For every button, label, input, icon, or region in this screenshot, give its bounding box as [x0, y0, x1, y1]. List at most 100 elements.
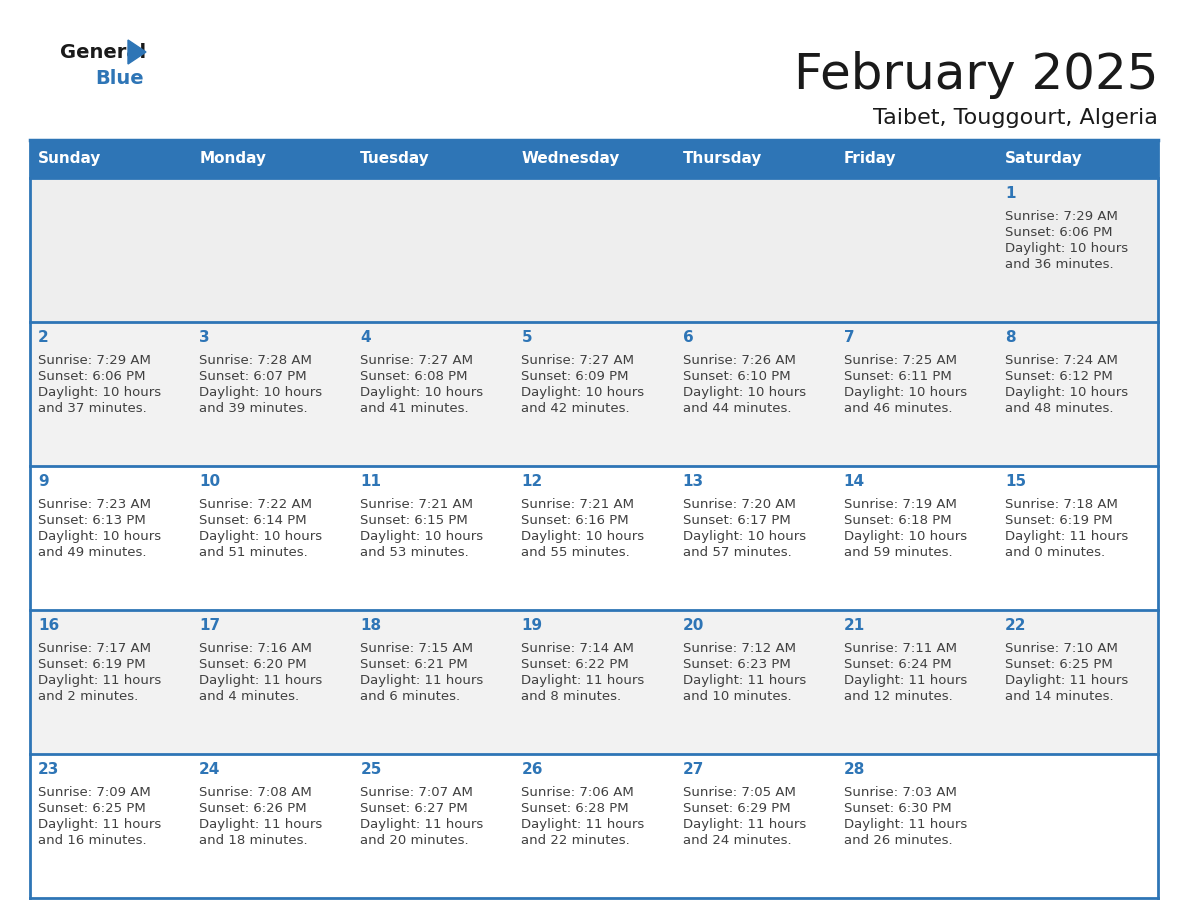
Text: Sunset: 6:12 PM: Sunset: 6:12 PM	[1005, 370, 1113, 383]
Text: Monday: Monday	[200, 151, 266, 166]
Text: 2: 2	[38, 330, 49, 345]
Text: and 6 minutes.: and 6 minutes.	[360, 690, 461, 703]
Text: Sunrise: 7:23 AM: Sunrise: 7:23 AM	[38, 498, 151, 511]
Bar	[513, 610, 675, 754]
Bar	[513, 178, 675, 322]
Text: February 2025: February 2025	[794, 51, 1158, 99]
Bar	[191, 754, 353, 898]
Text: Sunrise: 7:16 AM: Sunrise: 7:16 AM	[200, 642, 312, 655]
Text: Sunset: 6:23 PM: Sunset: 6:23 PM	[683, 658, 790, 671]
Text: Sunrise: 7:27 AM: Sunrise: 7:27 AM	[522, 354, 634, 367]
Bar	[30, 178, 191, 322]
Text: 24: 24	[200, 763, 221, 778]
Text: Sunset: 6:26 PM: Sunset: 6:26 PM	[200, 802, 307, 815]
Text: and 46 minutes.: and 46 minutes.	[843, 402, 953, 415]
Text: and 51 minutes.: and 51 minutes.	[200, 546, 308, 559]
Bar	[353, 322, 513, 466]
Text: Sunset: 6:30 PM: Sunset: 6:30 PM	[843, 802, 952, 815]
Bar	[997, 322, 1158, 466]
Text: and 2 minutes.: and 2 minutes.	[38, 690, 138, 703]
Text: Sunset: 6:25 PM: Sunset: 6:25 PM	[38, 802, 146, 815]
Text: Daylight: 11 hours: Daylight: 11 hours	[522, 818, 645, 831]
Text: and 8 minutes.: and 8 minutes.	[522, 690, 621, 703]
Text: Sunday: Sunday	[38, 151, 101, 166]
Text: and 20 minutes.: and 20 minutes.	[360, 834, 469, 847]
Text: Sunrise: 7:27 AM: Sunrise: 7:27 AM	[360, 354, 473, 367]
Bar	[835, 322, 997, 466]
Text: Sunset: 6:24 PM: Sunset: 6:24 PM	[843, 658, 952, 671]
Text: Sunset: 6:27 PM: Sunset: 6:27 PM	[360, 802, 468, 815]
Text: Daylight: 10 hours: Daylight: 10 hours	[200, 386, 322, 399]
Text: Sunrise: 7:24 AM: Sunrise: 7:24 AM	[1005, 354, 1118, 367]
Text: 19: 19	[522, 619, 543, 633]
Text: Daylight: 10 hours: Daylight: 10 hours	[843, 386, 967, 399]
Text: and 49 minutes.: and 49 minutes.	[38, 546, 146, 559]
Text: and 0 minutes.: and 0 minutes.	[1005, 546, 1105, 559]
Text: 6: 6	[683, 330, 694, 345]
Bar	[835, 178, 997, 322]
Text: Friday: Friday	[843, 151, 897, 166]
Text: Sunrise: 7:15 AM: Sunrise: 7:15 AM	[360, 642, 473, 655]
Text: Daylight: 10 hours: Daylight: 10 hours	[683, 386, 805, 399]
Text: Wednesday: Wednesday	[522, 151, 620, 166]
Text: Sunrise: 7:29 AM: Sunrise: 7:29 AM	[38, 354, 151, 367]
Text: 25: 25	[360, 763, 381, 778]
Text: Sunset: 6:11 PM: Sunset: 6:11 PM	[843, 370, 952, 383]
Text: 3: 3	[200, 330, 210, 345]
Bar	[30, 140, 1158, 178]
Text: Sunset: 6:09 PM: Sunset: 6:09 PM	[522, 370, 628, 383]
Text: Sunrise: 7:29 AM: Sunrise: 7:29 AM	[1005, 210, 1118, 223]
Bar	[191, 178, 353, 322]
Text: Daylight: 10 hours: Daylight: 10 hours	[38, 386, 162, 399]
Text: Daylight: 10 hours: Daylight: 10 hours	[360, 530, 484, 543]
Text: Sunset: 6:20 PM: Sunset: 6:20 PM	[200, 658, 307, 671]
Text: Sunrise: 7:09 AM: Sunrise: 7:09 AM	[38, 786, 151, 799]
Bar	[675, 322, 835, 466]
Text: and 59 minutes.: and 59 minutes.	[843, 546, 953, 559]
Text: Sunset: 6:07 PM: Sunset: 6:07 PM	[200, 370, 307, 383]
Text: Sunrise: 7:26 AM: Sunrise: 7:26 AM	[683, 354, 796, 367]
Text: 7: 7	[843, 330, 854, 345]
Text: Sunset: 6:19 PM: Sunset: 6:19 PM	[1005, 514, 1112, 527]
Text: Sunrise: 7:14 AM: Sunrise: 7:14 AM	[522, 642, 634, 655]
Bar	[675, 610, 835, 754]
Text: Sunrise: 7:19 AM: Sunrise: 7:19 AM	[843, 498, 956, 511]
Text: Daylight: 10 hours: Daylight: 10 hours	[200, 530, 322, 543]
Bar	[513, 322, 675, 466]
Text: 15: 15	[1005, 475, 1026, 489]
Text: Sunrise: 7:21 AM: Sunrise: 7:21 AM	[522, 498, 634, 511]
Text: 28: 28	[843, 763, 865, 778]
Bar	[191, 466, 353, 610]
Text: 17: 17	[200, 619, 220, 633]
Text: Daylight: 11 hours: Daylight: 11 hours	[522, 674, 645, 687]
Text: Sunrise: 7:10 AM: Sunrise: 7:10 AM	[1005, 642, 1118, 655]
Bar	[835, 466, 997, 610]
Text: Daylight: 11 hours: Daylight: 11 hours	[843, 674, 967, 687]
Text: Daylight: 11 hours: Daylight: 11 hours	[683, 818, 805, 831]
Text: Daylight: 10 hours: Daylight: 10 hours	[843, 530, 967, 543]
Text: 23: 23	[38, 763, 59, 778]
Text: Daylight: 11 hours: Daylight: 11 hours	[360, 674, 484, 687]
Bar	[997, 754, 1158, 898]
Text: Daylight: 11 hours: Daylight: 11 hours	[38, 674, 162, 687]
Text: Sunset: 6:17 PM: Sunset: 6:17 PM	[683, 514, 790, 527]
Text: Daylight: 10 hours: Daylight: 10 hours	[38, 530, 162, 543]
Text: 1: 1	[1005, 186, 1016, 201]
Text: Daylight: 11 hours: Daylight: 11 hours	[1005, 530, 1129, 543]
Text: 12: 12	[522, 475, 543, 489]
Text: Sunrise: 7:22 AM: Sunrise: 7:22 AM	[200, 498, 312, 511]
Text: Sunset: 6:28 PM: Sunset: 6:28 PM	[522, 802, 630, 815]
Text: Daylight: 11 hours: Daylight: 11 hours	[200, 818, 322, 831]
Text: Sunset: 6:29 PM: Sunset: 6:29 PM	[683, 802, 790, 815]
Text: Daylight: 10 hours: Daylight: 10 hours	[1005, 242, 1129, 255]
Text: 4: 4	[360, 330, 371, 345]
Text: Sunrise: 7:08 AM: Sunrise: 7:08 AM	[200, 786, 312, 799]
Text: and 48 minutes.: and 48 minutes.	[1005, 402, 1113, 415]
Polygon shape	[128, 40, 146, 64]
Text: Sunrise: 7:12 AM: Sunrise: 7:12 AM	[683, 642, 796, 655]
Text: and 42 minutes.: and 42 minutes.	[522, 402, 630, 415]
Text: Daylight: 10 hours: Daylight: 10 hours	[683, 530, 805, 543]
Text: Sunrise: 7:03 AM: Sunrise: 7:03 AM	[843, 786, 956, 799]
Text: and 18 minutes.: and 18 minutes.	[200, 834, 308, 847]
Text: and 4 minutes.: and 4 minutes.	[200, 690, 299, 703]
